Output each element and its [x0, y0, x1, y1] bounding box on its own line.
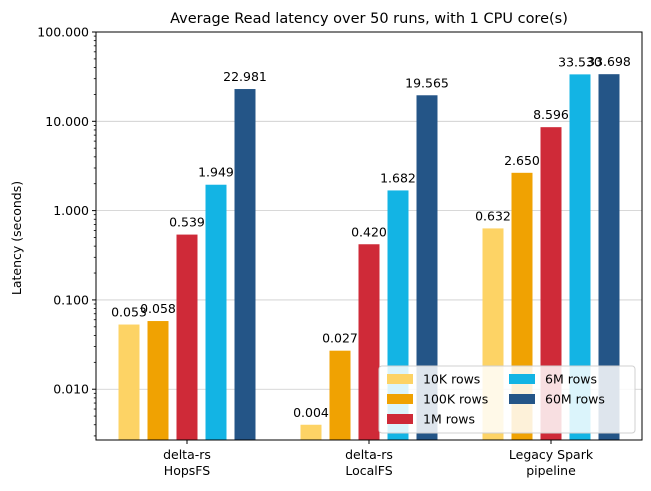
legend-label: 6M rows	[545, 372, 597, 387]
bar	[300, 424, 322, 440]
bar	[147, 321, 169, 440]
bar	[176, 234, 198, 440]
bar	[358, 244, 380, 440]
legend-label: 60M rows	[545, 392, 605, 407]
legend-box	[378, 365, 636, 434]
y-tick-label: 100.000	[37, 25, 89, 40]
bar	[118, 324, 140, 440]
bar	[598, 74, 620, 440]
bar-value-label: 0.027	[322, 331, 358, 346]
bar-value-label: 0.004	[293, 405, 329, 420]
x-category-label: delta-rs HopsFS	[163, 447, 211, 478]
bar-value-label: 1.682	[380, 170, 416, 185]
bar-value-label: 19.565	[405, 75, 449, 90]
bar	[569, 74, 591, 440]
chart-title: Average Read latency over 50 runs, with …	[170, 11, 568, 27]
axes: 0.010 0.100 1.000 10.000 100.000 delta-rs Hops…	[37, 25, 643, 478]
bar-value-label: 33.698	[587, 54, 631, 69]
bar	[205, 184, 227, 440]
legend-swatch	[387, 374, 413, 384]
bar-value-label: 0.058	[140, 301, 176, 316]
legend-label: 10K rows	[423, 372, 480, 387]
legend-label: 100K rows	[423, 392, 488, 407]
bar-value-label: 8.596	[533, 107, 569, 122]
y-tick-label: 0.100	[53, 292, 89, 307]
legend-label: 1M rows	[423, 412, 475, 427]
legend-swatch	[387, 414, 413, 424]
bar-value-label: 2.650	[504, 153, 540, 168]
bar-value-label: 0.539	[169, 215, 205, 230]
legend-swatch	[509, 374, 535, 384]
x-category-label: delta-rs LocalFS	[345, 447, 393, 478]
bar-value-label: 1.949	[198, 165, 234, 180]
y-tick-label: 0.010	[53, 382, 89, 397]
plot-frame	[95, 31, 643, 441]
bar	[540, 127, 562, 440]
legend-swatch	[509, 394, 535, 404]
bar-value-label: 0.053	[111, 305, 147, 320]
bar-value-label: 0.632	[475, 208, 511, 223]
legend-swatch	[387, 394, 413, 404]
bar-value-label: 0.420	[351, 224, 387, 239]
bar-value-label: 22.981	[223, 69, 267, 84]
y-axis-label: Latency (seconds)	[9, 181, 24, 295]
bar	[329, 350, 351, 440]
y-tick-label: 1.000	[53, 203, 89, 218]
bar	[416, 95, 438, 440]
y-tick-label: 10.000	[45, 114, 89, 129]
bar-value-label: 33.530	[558, 54, 602, 69]
legend: 10K rows 100K rows 1M rows 6M rows 60M rows	[378, 365, 636, 434]
bar	[234, 89, 256, 441]
x-category-label: Legacy Spark pipeline	[509, 447, 594, 478]
